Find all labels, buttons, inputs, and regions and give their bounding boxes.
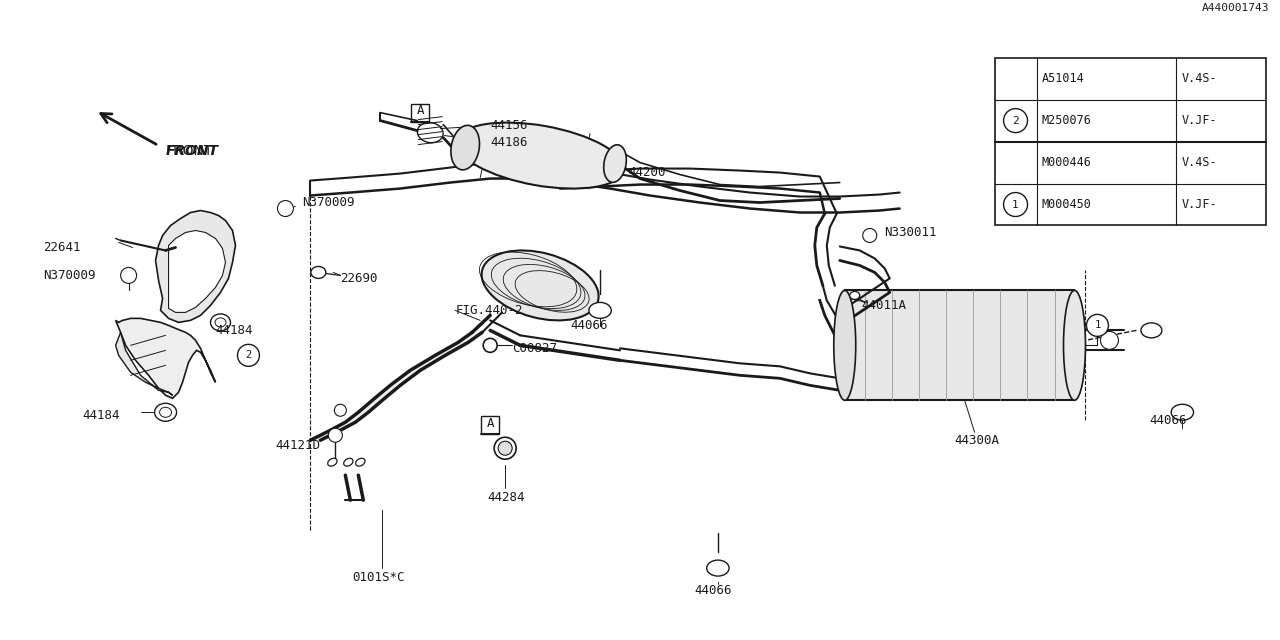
Ellipse shape: [328, 458, 337, 466]
Polygon shape: [169, 230, 225, 312]
Text: 44300A: 44300A: [955, 434, 1000, 447]
Text: A: A: [486, 417, 494, 429]
Circle shape: [863, 228, 877, 243]
Bar: [481, 416, 499, 435]
Polygon shape: [115, 318, 215, 398]
Text: M000446: M000446: [1042, 156, 1092, 169]
Circle shape: [1101, 332, 1119, 349]
Polygon shape: [346, 412, 369, 422]
Text: A51014: A51014: [1042, 72, 1084, 85]
Ellipse shape: [589, 303, 612, 318]
Text: N370009: N370009: [42, 269, 95, 282]
Text: 44156: 44156: [490, 119, 527, 132]
Text: FRONT: FRONT: [165, 143, 219, 157]
Text: C00827: C00827: [512, 342, 557, 355]
Ellipse shape: [451, 125, 480, 170]
Polygon shape: [390, 371, 420, 385]
Ellipse shape: [481, 250, 599, 321]
Text: V.JF-: V.JF-: [1181, 114, 1217, 127]
Polygon shape: [458, 332, 483, 342]
Ellipse shape: [707, 560, 730, 576]
Text: 22690: 22690: [340, 272, 378, 285]
Bar: [411, 104, 429, 122]
Ellipse shape: [210, 314, 230, 331]
Ellipse shape: [833, 291, 856, 400]
Text: A: A: [416, 104, 424, 117]
Text: M250076: M250076: [1042, 114, 1092, 127]
Circle shape: [329, 428, 342, 442]
Polygon shape: [156, 211, 236, 323]
Text: 44011A: 44011A: [861, 299, 906, 312]
Text: 44066: 44066: [570, 319, 608, 332]
Text: 44184: 44184: [83, 409, 120, 422]
Text: M000450: M000450: [1042, 198, 1092, 211]
Text: 44066: 44066: [1149, 414, 1187, 427]
Text: 1: 1: [1012, 200, 1019, 209]
Text: V.4S-: V.4S-: [1181, 156, 1217, 169]
Bar: [995, 58, 1266, 225]
Circle shape: [334, 404, 347, 416]
Text: N330011: N330011: [883, 226, 936, 239]
Text: V.4S-: V.4S-: [1181, 72, 1217, 85]
Circle shape: [1087, 314, 1108, 337]
Polygon shape: [330, 422, 356, 430]
Text: 44066: 44066: [694, 584, 731, 596]
Polygon shape: [115, 332, 173, 396]
Ellipse shape: [604, 145, 626, 182]
Ellipse shape: [494, 437, 516, 460]
Polygon shape: [411, 355, 445, 371]
Text: FRONT: FRONT: [165, 143, 212, 157]
Ellipse shape: [1064, 291, 1085, 400]
Text: 44200: 44200: [628, 166, 666, 179]
Polygon shape: [310, 435, 330, 440]
Text: 44121D: 44121D: [275, 439, 320, 452]
Text: V.JF-: V.JF-: [1181, 198, 1217, 211]
Text: 0101S*C: 0101S*C: [352, 571, 404, 584]
Ellipse shape: [155, 403, 177, 421]
Text: 22641: 22641: [42, 241, 81, 254]
Text: 2: 2: [1012, 116, 1019, 125]
Ellipse shape: [483, 339, 497, 353]
Text: 44184: 44184: [215, 324, 253, 337]
Ellipse shape: [1140, 323, 1162, 338]
Text: N370009: N370009: [302, 196, 355, 209]
Circle shape: [238, 344, 260, 366]
Text: 44284: 44284: [488, 491, 525, 504]
Polygon shape: [435, 342, 468, 355]
Text: FIG.440-2: FIG.440-2: [456, 304, 522, 317]
Text: 44186: 44186: [490, 136, 527, 149]
Ellipse shape: [1171, 404, 1193, 420]
Ellipse shape: [356, 458, 365, 466]
Polygon shape: [372, 385, 401, 400]
Ellipse shape: [344, 458, 353, 466]
Ellipse shape: [850, 291, 860, 300]
Circle shape: [278, 200, 293, 216]
Ellipse shape: [311, 266, 326, 278]
Ellipse shape: [498, 441, 512, 455]
Bar: [845, 291, 1074, 400]
Text: 1: 1: [1094, 321, 1101, 330]
Text: 2: 2: [246, 350, 252, 360]
Polygon shape: [320, 430, 340, 435]
Polygon shape: [358, 400, 383, 412]
Text: A440001743: A440001743: [1202, 3, 1270, 13]
Circle shape: [1004, 109, 1028, 132]
Ellipse shape: [457, 123, 623, 189]
Circle shape: [120, 268, 137, 284]
Circle shape: [1004, 193, 1028, 216]
